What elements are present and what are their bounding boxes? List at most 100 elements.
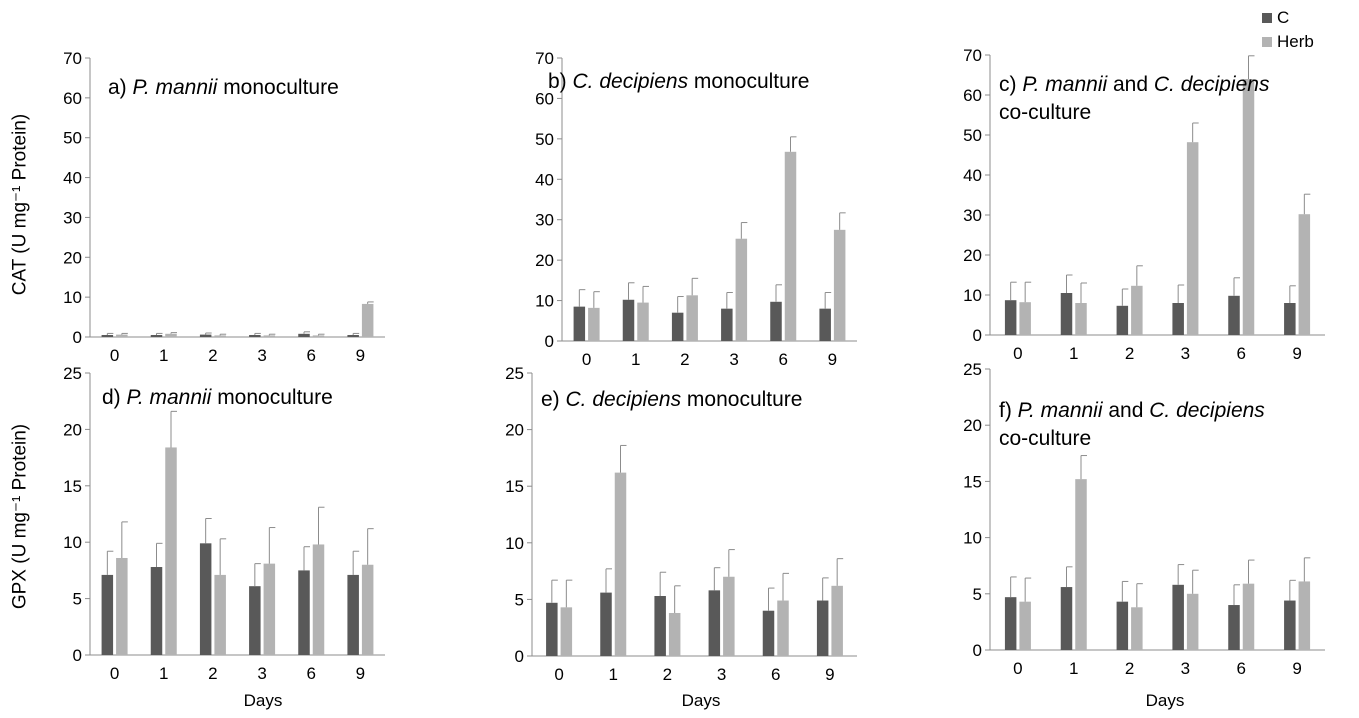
bar-d-herb-day-1 (165, 447, 177, 655)
bar-b-herb-day-3 (735, 238, 748, 341)
y-tick-label-c: 70 (963, 46, 982, 65)
bar-a-herb-day-6 (312, 335, 325, 337)
y-tick-label-e: 15 (505, 477, 524, 496)
cat-y-axis-label: CAT (U mg⁻¹ Protein) (9, 113, 31, 296)
bar-c-herb-day-9 (1298, 214, 1311, 335)
bar-e-c-day-1 (600, 592, 612, 656)
panel-title-e: e) C. decipiens monoculture (541, 388, 802, 411)
bar-f-c-day-0 (1004, 597, 1017, 650)
x-tick-label-c: 3 (1181, 344, 1190, 363)
x-tick-label-d: 6 (307, 664, 316, 683)
bar-d-herb-day-9 (361, 564, 374, 655)
bar-c-c-day-2 (1116, 305, 1129, 335)
bar-d-c-day-2 (199, 543, 212, 655)
bar-c-c-day-6 (1228, 295, 1240, 335)
bar-d-c-day-3 (249, 586, 261, 655)
bar-a-c-day-1 (150, 335, 163, 337)
x-tick-label-d: 2 (208, 664, 217, 683)
x-tick-label-b: 6 (779, 350, 788, 369)
legend-label-c: C (1277, 8, 1290, 27)
y-tick-label-a: 10 (63, 288, 82, 307)
x-tick-label-b: 3 (729, 350, 738, 369)
panel-title-c: c) P. mannii and C. decipiens (999, 73, 1270, 96)
x-axis-label-e: Days (682, 691, 721, 710)
bar-b-c-day-3 (721, 308, 733, 341)
y-tick-label-b: 0 (545, 332, 554, 351)
bar-b-c-day-1 (622, 299, 635, 341)
y-tick-label-e: 0 (515, 647, 524, 666)
bar-e-c-day-6 (762, 610, 775, 656)
bar-f-herb-day-0 (1019, 601, 1031, 650)
bar-b-herb-day-1 (637, 302, 649, 341)
bar-a-herb-day-0 (116, 334, 128, 337)
legend-item-c: C (1262, 8, 1289, 28)
y-tick-label-c: 50 (963, 126, 982, 145)
y-tick-label-d: 20 (63, 420, 82, 439)
bar-f-herb-day-6 (1242, 583, 1255, 650)
x-tick-label-f: 2 (1125, 659, 1134, 678)
x-tick-label-c: 6 (1237, 344, 1246, 363)
bar-e-herb-day-3 (723, 576, 735, 656)
panel-title-b: b) C. decipiens monoculture (548, 70, 809, 93)
y-tick-label-e: 20 (505, 421, 524, 440)
y-tick-label-a: 20 (63, 248, 82, 267)
bar-a-c-day-6 (298, 333, 310, 337)
legend-swatch-herb (1262, 37, 1272, 47)
bar-b-c-day-0 (573, 306, 586, 341)
y-tick-label-a: 40 (63, 169, 82, 188)
bar-b-herb-day-9 (833, 229, 846, 341)
bar-e-herb-day-2 (668, 612, 681, 656)
x-tick-label-e: 2 (663, 665, 672, 684)
x-tick-label-b: 0 (582, 350, 591, 369)
x-tick-label-d: 0 (110, 664, 119, 683)
bar-f-c-day-9 (1284, 600, 1296, 650)
y-tick-label-f: 25 (963, 360, 982, 379)
x-tick-label-a: 1 (159, 346, 168, 365)
bar-b-herb-day-6 (784, 151, 797, 341)
y-tick-label-c: 20 (963, 246, 982, 265)
bar-d-c-day-0 (101, 574, 114, 655)
bar-e-c-day-2 (654, 596, 666, 656)
y-tick-label-c: 40 (963, 166, 982, 185)
x-axis-label-d: Days (244, 691, 283, 710)
y-tick-label-b: 40 (535, 170, 554, 189)
y-tick-label-b: 10 (535, 292, 554, 311)
x-tick-label-f: 9 (1292, 659, 1301, 678)
y-tick-label-c: 60 (963, 86, 982, 105)
bar-d-herb-day-0 (116, 557, 128, 655)
bar-f-herb-day-1 (1075, 479, 1087, 650)
y-tick-label-a: 70 (63, 49, 82, 68)
panel-title-f: f) P. mannii and C. decipiens (999, 399, 1265, 422)
x-tick-label-e: 3 (717, 665, 726, 684)
bar-a-c-day-9 (347, 335, 359, 337)
x-tick-label-e: 1 (609, 665, 618, 684)
y-tick-label-d: 25 (63, 364, 82, 383)
x-tick-label-d: 3 (257, 664, 266, 683)
bar-c-c-day-0 (1004, 300, 1017, 335)
bar-b-c-day-6 (770, 301, 782, 341)
y-tick-label-b: 30 (535, 211, 554, 230)
bar-b-c-day-9 (819, 308, 831, 341)
x-tick-label-f: 3 (1181, 659, 1190, 678)
y-tick-label-f: 15 (963, 472, 982, 491)
bar-b-herb-day-2 (686, 295, 698, 341)
x-tick-label-f: 0 (1013, 659, 1022, 678)
x-tick-label-c: 9 (1292, 344, 1301, 363)
x-tick-label-a: 9 (356, 346, 365, 365)
bar-e-c-day-3 (708, 590, 721, 656)
x-tick-label-b: 2 (680, 350, 689, 369)
x-tick-label-c: 0 (1013, 344, 1022, 363)
y-tick-label-b: 70 (535, 49, 554, 68)
bar-a-herb-day-1 (165, 333, 177, 337)
bar-e-c-day-9 (816, 600, 829, 656)
x-tick-label-d: 9 (356, 664, 365, 683)
x-tick-label-a: 2 (208, 346, 217, 365)
legend-swatch-c (1262, 13, 1272, 23)
x-tick-label-c: 2 (1125, 344, 1134, 363)
bar-e-c-day-0 (546, 602, 558, 656)
bar-f-herb-day-9 (1298, 581, 1311, 650)
bar-c-c-day-3 (1172, 303, 1184, 335)
x-tick-label-f: 1 (1069, 659, 1078, 678)
bar-d-herb-day-2 (214, 574, 226, 655)
